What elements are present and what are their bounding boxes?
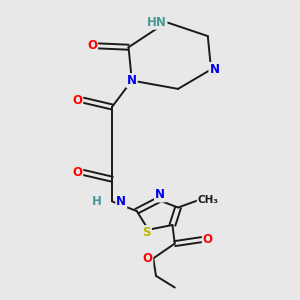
Text: O: O bbox=[203, 233, 213, 246]
Text: O: O bbox=[87, 39, 97, 52]
Text: S: S bbox=[142, 226, 151, 239]
Text: O: O bbox=[72, 166, 82, 179]
Text: HN: HN bbox=[147, 16, 166, 29]
Text: N: N bbox=[116, 195, 126, 208]
Text: H: H bbox=[92, 195, 102, 208]
Text: O: O bbox=[72, 94, 82, 106]
Text: N: N bbox=[209, 63, 219, 76]
Text: N: N bbox=[155, 188, 165, 202]
Text: CH₃: CH₃ bbox=[198, 195, 219, 205]
Text: N: N bbox=[127, 74, 137, 87]
Text: O: O bbox=[142, 252, 152, 265]
